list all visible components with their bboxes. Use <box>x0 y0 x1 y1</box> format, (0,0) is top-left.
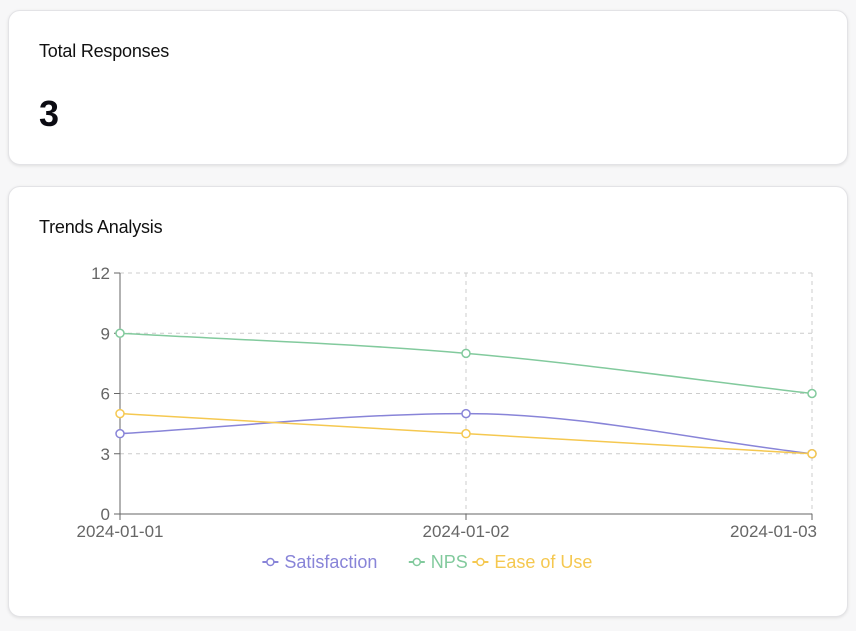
data-point-nps <box>461 348 471 359</box>
data-point-ease-of-use <box>807 449 817 459</box>
x-tick-label: 2024-01-02 <box>423 522 510 541</box>
data-point-nps <box>115 328 125 338</box>
data-point-ease-of-use <box>461 428 471 439</box>
y-tick-label: 12 <box>91 264 110 283</box>
y-tick-label: 3 <box>101 445 110 464</box>
y-tick-label: 0 <box>101 505 110 524</box>
trends-analysis-card: Trends Analysis 0 3 6 9 12 2024-01-01 2024-01-… <box>8 186 848 617</box>
legend-marker-nps <box>412 557 422 567</box>
x-tick-label: 2024-01-03 <box>730 522 817 541</box>
x-tick-label: 2024-01-01 <box>77 522 164 541</box>
legend-label-ease-of-use: Ease of Use <box>494 552 592 572</box>
legend-marker-ease-of-use <box>476 557 485 567</box>
legend-label-nps: NPS <box>431 552 468 572</box>
trends-line-chart: 0 3 6 9 12 2024-01-01 2024-01-02 2024-01-03 Sati… <box>77 264 817 572</box>
trends-analysis-title: Trends Analysis <box>39 217 163 237</box>
legend-label-satisfaction: Satisfaction <box>284 552 377 572</box>
total-responses-value: 3 <box>39 93 60 134</box>
data-point-satisfaction <box>461 408 471 419</box>
y-tick-label: 6 <box>101 385 110 404</box>
legend-marker-satisfaction <box>266 557 275 567</box>
data-point-ease-of-use <box>115 408 125 419</box>
data-point-satisfaction <box>115 428 125 439</box>
total-responses-title: Total Responses <box>39 41 170 61</box>
total-responses-card: Total Responses 3 <box>8 10 848 165</box>
y-tick-label: 9 <box>101 324 110 343</box>
data-point-nps <box>807 388 817 399</box>
